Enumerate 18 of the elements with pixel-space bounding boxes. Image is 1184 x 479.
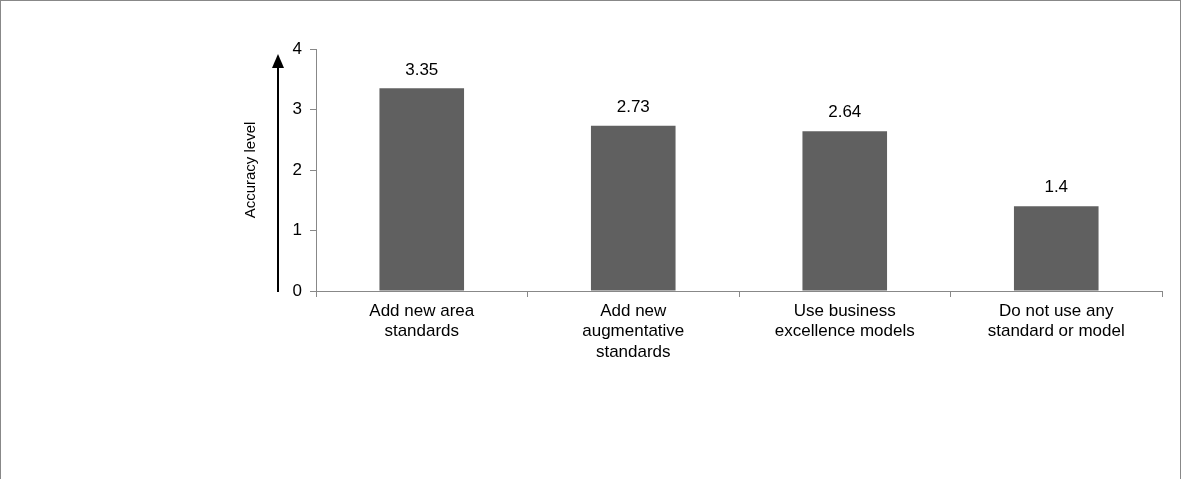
x-tick-label: Add new augmentative standards xyxy=(582,300,685,361)
y-tick-label: 1 xyxy=(292,220,302,240)
bar xyxy=(1013,206,1099,291)
bar xyxy=(590,125,676,291)
y-tick-label: 2 xyxy=(292,159,302,179)
data-label: 1.4 xyxy=(1044,177,1069,197)
x-tick-label: Do not use any standard or model xyxy=(987,300,1125,341)
x-tick-label: Use business excellence models xyxy=(774,300,915,341)
y-tick-label: 4 xyxy=(292,38,302,58)
data-label: 3.35 xyxy=(405,59,439,79)
data-label: 2.73 xyxy=(616,97,650,117)
x-tick-label: Add new area standards xyxy=(369,300,475,341)
y-tick-label: 3 xyxy=(292,99,302,119)
y-tick-label: 0 xyxy=(292,280,302,300)
bar xyxy=(379,88,465,291)
bar xyxy=(802,131,888,291)
y-axis-title: Accuracy level xyxy=(241,121,259,219)
data-label: 2.64 xyxy=(828,102,862,122)
